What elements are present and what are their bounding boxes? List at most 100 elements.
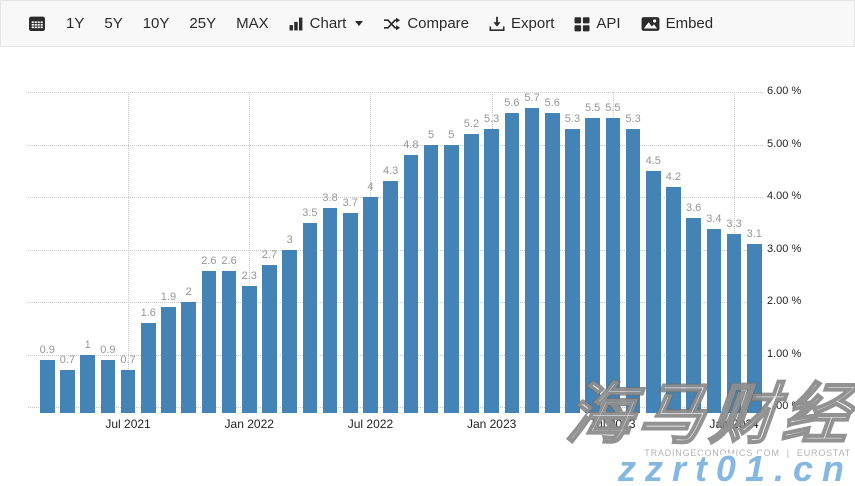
chevron-down-icon bbox=[355, 21, 364, 26]
bar-value-label: 3.6 bbox=[685, 202, 702, 214]
bar[interactable] bbox=[201, 270, 217, 413]
api-button[interactable]: API bbox=[574, 15, 621, 32]
bar-value-label: 5.2 bbox=[463, 118, 480, 130]
bar-value-label: 5.3 bbox=[625, 112, 641, 125]
bar[interactable] bbox=[625, 128, 641, 413]
x-axis-label: Jan 2023 bbox=[466, 417, 517, 431]
bar[interactable] bbox=[464, 134, 479, 413]
gridline-horizontal bbox=[28, 144, 763, 146]
calendar-icon bbox=[28, 15, 46, 32]
y-axis-label: 0.00 % bbox=[767, 400, 802, 412]
y-axis-label: 2.00 % bbox=[767, 295, 802, 307]
bar-value-label: 5.5 bbox=[605, 102, 621, 115]
bar[interactable] bbox=[282, 249, 297, 413]
bar[interactable] bbox=[686, 218, 701, 413]
bar[interactable] bbox=[747, 244, 762, 413]
bar[interactable] bbox=[80, 354, 95, 413]
bar-value-label: 4.2 bbox=[665, 170, 682, 183]
bar-value-label: 5.7 bbox=[524, 91, 540, 104]
bar[interactable] bbox=[100, 359, 116, 413]
range-label: 10Y bbox=[142, 15, 170, 32]
export-button[interactable]: Export bbox=[489, 15, 554, 32]
attribution-source: TRADINGECONOMICS.COM bbox=[644, 448, 780, 458]
bar-value-label: 1 bbox=[84, 338, 91, 351]
bar-value-label: 5.6 bbox=[504, 97, 520, 109]
bar[interactable] bbox=[343, 212, 358, 413]
bar-chart-icon bbox=[289, 16, 304, 31]
calendar-button[interactable] bbox=[28, 15, 46, 32]
bar[interactable] bbox=[322, 207, 338, 413]
grid-icon bbox=[574, 16, 590, 32]
compare-button[interactable]: Compare bbox=[383, 15, 469, 32]
y-axis-label: 4.00 % bbox=[767, 190, 802, 202]
bar-value-label: 2.6 bbox=[221, 254, 237, 267]
embed-button[interactable]: Embed bbox=[641, 15, 714, 32]
bar[interactable] bbox=[262, 265, 277, 413]
x-axis-label: Jul 2022 bbox=[347, 417, 394, 431]
bar-value-label: 0.9 bbox=[39, 343, 55, 356]
bar-value-label: 3.7 bbox=[342, 196, 358, 209]
bar[interactable] bbox=[383, 181, 398, 413]
range-button-10y[interactable]: 10Y bbox=[143, 15, 170, 32]
bar[interactable] bbox=[40, 359, 55, 413]
compare-shuffle-icon bbox=[383, 16, 401, 32]
bar[interactable] bbox=[504, 113, 520, 413]
bar-value-label: 3.3 bbox=[726, 217, 742, 230]
download-icon bbox=[489, 16, 505, 32]
bar[interactable] bbox=[302, 223, 318, 413]
bar[interactable] bbox=[605, 118, 621, 413]
bar[interactable] bbox=[60, 370, 75, 413]
chart-toolbar: 1Y 5Y 10Y 25Y MAX Chart bbox=[0, 0, 855, 47]
y-axis-label: 5.00 % bbox=[767, 137, 802, 150]
bar[interactable] bbox=[444, 144, 459, 413]
gridline-vertical bbox=[249, 92, 251, 413]
bar[interactable] bbox=[545, 113, 560, 413]
bar[interactable] bbox=[120, 370, 136, 413]
range-button-5y[interactable]: 5Y bbox=[104, 15, 122, 32]
bar[interactable] bbox=[585, 118, 600, 413]
range-label: 1Y bbox=[66, 15, 85, 32]
attribution-separator: | bbox=[786, 448, 790, 458]
bar[interactable] bbox=[706, 228, 722, 413]
embed-label: Embed bbox=[665, 15, 714, 32]
bar-value-label: 4.5 bbox=[645, 154, 661, 167]
bar[interactable] bbox=[403, 155, 419, 413]
range-button-25y[interactable]: 25Y bbox=[189, 15, 216, 32]
range-button-1y[interactable]: 1Y bbox=[66, 15, 84, 32]
bar[interactable] bbox=[726, 233, 742, 413]
bar-value-label: 2.7 bbox=[261, 249, 278, 262]
bar[interactable] bbox=[484, 128, 499, 413]
bar[interactable] bbox=[423, 144, 439, 413]
bar[interactable] bbox=[181, 302, 196, 413]
x-axis-label: Jan 2024 bbox=[709, 417, 759, 431]
bar-value-label: 2.6 bbox=[201, 254, 217, 267]
chart-type-dropdown[interactable]: Chart bbox=[289, 15, 364, 32]
bar[interactable] bbox=[524, 107, 540, 413]
gridline-vertical bbox=[128, 92, 130, 413]
chart-region: TRADINGECONOMICS.COM | EUROSTAT 海马财经 zzrt0… bbox=[0, 47, 855, 486]
bar[interactable] bbox=[666, 186, 681, 413]
bar-value-label: 5 bbox=[448, 128, 455, 141]
bar-value-label: 0.9 bbox=[100, 343, 116, 356]
range-button-max[interactable]: MAX bbox=[236, 15, 269, 32]
bar[interactable] bbox=[141, 323, 156, 413]
bar[interactable] bbox=[646, 170, 661, 413]
bar[interactable] bbox=[363, 197, 378, 413]
bar-value-label: 3.8 bbox=[322, 191, 338, 204]
bar-value-label: 3.4 bbox=[706, 212, 722, 225]
bar-value-label: 1.9 bbox=[160, 291, 177, 304]
attribution-provider: EUROSTAT bbox=[796, 448, 851, 458]
bar[interactable] bbox=[565, 128, 580, 413]
bar[interactable] bbox=[221, 270, 237, 413]
bar[interactable] bbox=[161, 307, 176, 413]
x-axis-label: Jul 2023 bbox=[590, 417, 636, 431]
bar-value-label: 5.5 bbox=[584, 102, 601, 115]
bar[interactable] bbox=[242, 286, 257, 413]
bar-value-label: 4 bbox=[367, 181, 374, 193]
x-axis-label: Jul 2021 bbox=[105, 417, 151, 431]
bar-value-label: 0.7 bbox=[120, 354, 136, 367]
y-axis-label: 3.00 % bbox=[767, 242, 802, 255]
bar-value-label: 0.7 bbox=[59, 354, 76, 367]
bar-value-label: 4.8 bbox=[403, 139, 419, 151]
